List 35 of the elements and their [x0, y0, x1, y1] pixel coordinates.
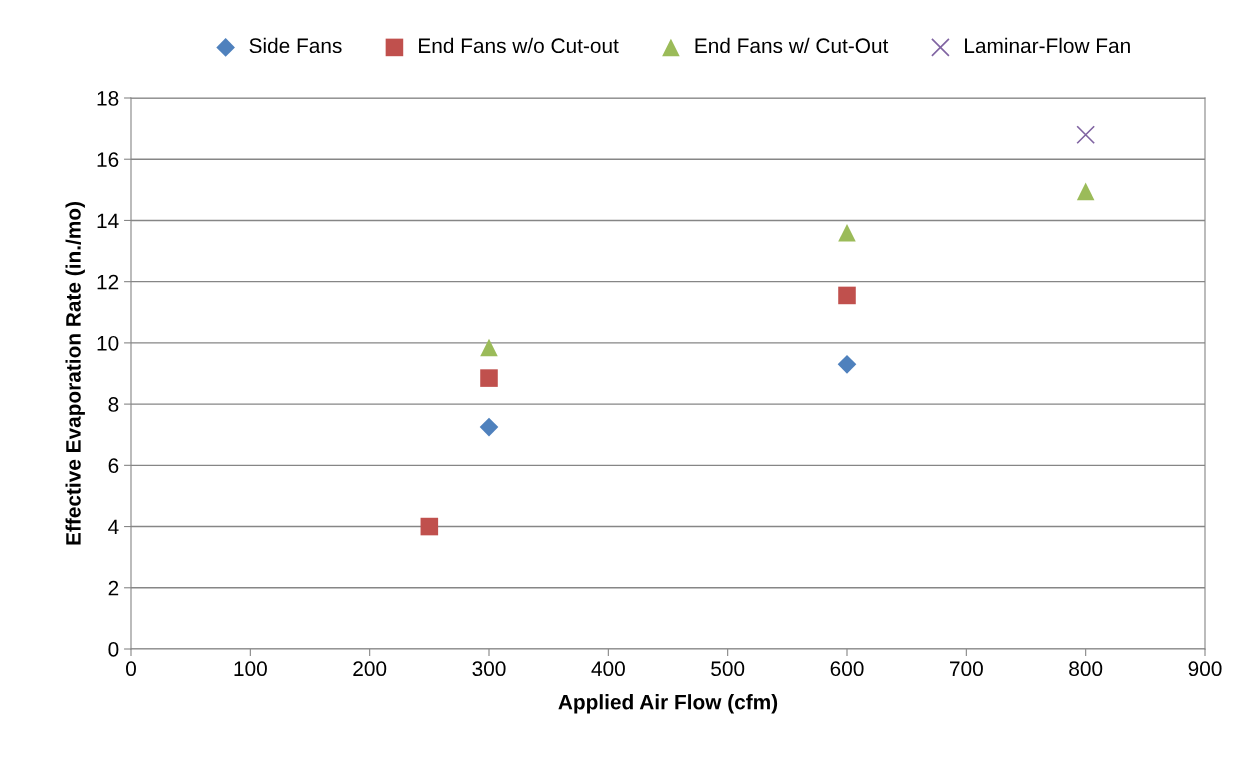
point: [480, 338, 498, 357]
y-axis-title: Effective Evaporation Rate (in./mo): [65, 202, 85, 545]
legend-label: Side Fans: [249, 37, 342, 54]
point: [1076, 182, 1095, 201]
x-tick-label: 900: [1188, 661, 1222, 677]
x-tick-label: 600: [830, 661, 864, 677]
y-tick-label: 4: [108, 519, 119, 535]
y-tick-label: 0: [108, 642, 119, 657]
x-axis-title: Applied Air Flow (cfm): [558, 694, 778, 714]
legend-label: Laminar-Flow Fan: [965, 37, 1130, 54]
x-tick-label: 0: [126, 661, 136, 677]
x-tick-label: 200: [353, 661, 387, 677]
y-tick-label: 16: [97, 152, 119, 167]
y-tick-label: 14: [97, 213, 119, 228]
point: [837, 355, 857, 374]
point: [480, 369, 498, 387]
y-tick-label: 6: [108, 458, 119, 474]
x-tick-label: 400: [591, 661, 625, 677]
x-tick-label: 800: [1069, 661, 1103, 677]
point: [479, 417, 499, 437]
y-tick-label: 8: [108, 397, 119, 412]
x-tick-label: 700: [950, 661, 983, 677]
x-tick-label: 100: [234, 661, 267, 677]
x-tick-label: 300: [472, 661, 506, 677]
point: [838, 286, 856, 305]
point: [420, 517, 439, 536]
point: [1076, 125, 1096, 145]
y-tick-label: 2: [108, 580, 119, 596]
x-tick-label: 500: [711, 661, 745, 677]
y-tick-label: 12: [97, 274, 119, 290]
y-tick-label: 18: [97, 91, 119, 106]
point: [838, 223, 856, 242]
y-tick-label: 10: [97, 335, 119, 351]
legend-label: End Fans w/o Cut-out: [419, 37, 619, 54]
legend-label: End Fans w/ Cut-Out: [695, 37, 889, 54]
